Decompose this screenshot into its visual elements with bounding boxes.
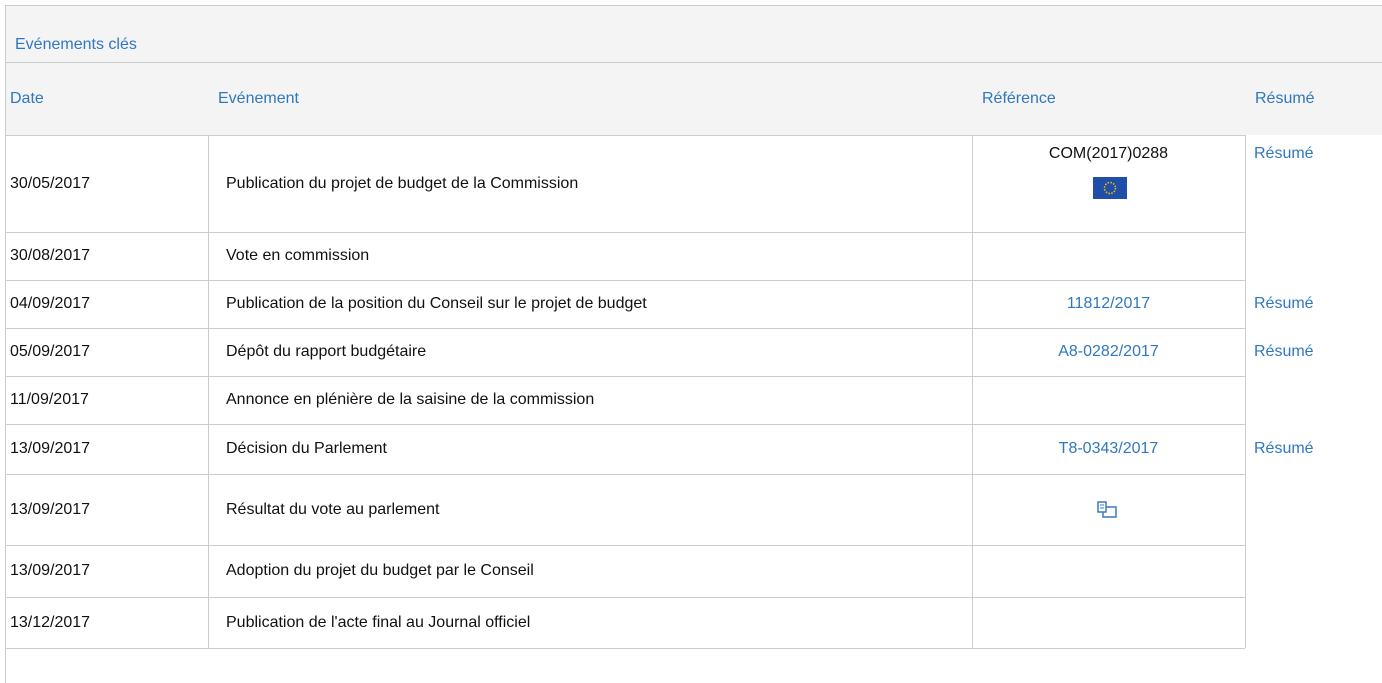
row-divider — [6, 328, 1245, 329]
summary-link[interactable]: Résumé — [1254, 440, 1314, 457]
event-cell: Dépôt du rapport budgétaire — [226, 343, 427, 360]
row-divider — [6, 545, 1245, 546]
event-cell: Annonce en plénière de la saisine de la … — [226, 391, 595, 408]
vote-icon-graphic — [1097, 501, 1117, 518]
eu-flag-icon — [1093, 177, 1127, 199]
date-cell: 30/05/2017 — [10, 174, 91, 192]
row-divider — [6, 597, 1245, 598]
date-cell: 11/09/2017 — [10, 391, 89, 408]
date-cell: 30/08/2017 — [10, 247, 91, 264]
row-divider — [6, 474, 1245, 475]
column-divider — [972, 135, 973, 648]
column-header: Référence — [982, 89, 1056, 107]
column-divider — [1245, 135, 1246, 648]
date-cell: 13/09/2017 — [10, 500, 91, 518]
row-divider — [6, 648, 1245, 649]
date-cell: 13/09/2017 — [10, 562, 91, 579]
column-header: Date — [10, 89, 44, 107]
column-header: Résumé — [1255, 89, 1315, 107]
date-cell: 13/12/2017 — [10, 613, 91, 631]
panel-title: Evénements clés — [15, 36, 137, 53]
reference-link[interactable]: A8-0282/2017 — [1058, 343, 1159, 360]
row-divider — [6, 424, 1245, 425]
row-divider — [6, 232, 1245, 233]
event-cell: Publication de l'acte final au Journal o… — [226, 613, 531, 631]
row-divider — [6, 376, 1245, 377]
row-divider — [6, 280, 1245, 281]
event-cell: Vote en commission — [226, 247, 370, 264]
event-cell: Décision du Parlement — [226, 440, 387, 457]
event-cell: Publication de la position du Conseil su… — [226, 295, 647, 312]
reference-text: COM(2017)0288 — [1048, 145, 1169, 162]
event-cell: Adoption du projet du budget par le Cons… — [226, 562, 534, 579]
summary-link[interactable]: Résumé — [1254, 343, 1314, 360]
event-cell: Publication du projet de budget de la Co… — [226, 174, 579, 192]
reference-link[interactable]: 11812/2017 — [1066, 295, 1151, 312]
summary-link[interactable]: Résumé — [1254, 295, 1314, 312]
date-cell: 04/09/2017 — [10, 295, 91, 312]
table-head: Evénements clés — [6, 6, 1382, 135]
panel — [5, 5, 1382, 683]
event-cell: Résultat du vote au parlement — [226, 500, 440, 518]
column-divider — [208, 135, 209, 648]
row-divider — [6, 135, 1245, 136]
reference-link[interactable]: T8-0343/2017 — [1058, 440, 1159, 457]
date-cell: 13/09/2017 — [10, 440, 91, 457]
row-divider — [6, 62, 1382, 63]
vote-icon[interactable] — [1096, 500, 1118, 520]
flag-stars — [1103, 181, 1117, 195]
date-cell: 05/09/2017 — [10, 343, 91, 360]
column-header: Evénement — [218, 89, 299, 107]
summary-link[interactable]: Résumé — [1254, 145, 1314, 162]
